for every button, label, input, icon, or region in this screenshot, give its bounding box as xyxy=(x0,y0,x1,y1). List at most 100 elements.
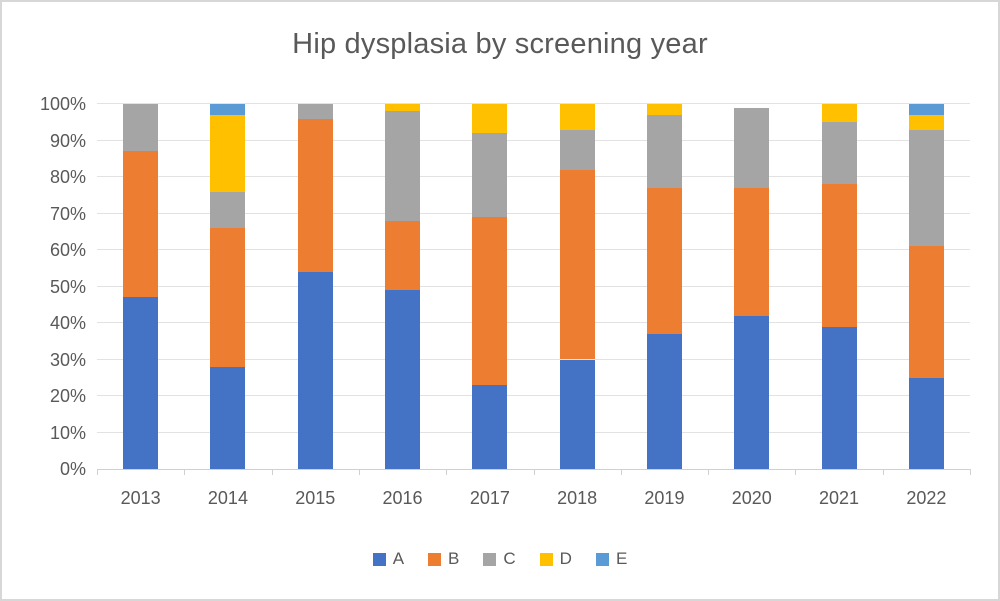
y-tick-label-90: 90% xyxy=(49,130,86,151)
x-category-label-2017: 2017 xyxy=(469,488,510,508)
bar-segment-2014-E xyxy=(210,104,245,115)
bar-segment-2022-A xyxy=(909,377,944,469)
legend-swatch-D xyxy=(539,552,553,566)
legend-label-A: A xyxy=(392,549,405,568)
legend-swatch-A xyxy=(372,552,386,566)
gridline-20 xyxy=(97,395,970,396)
legend-label-D: D xyxy=(559,549,572,568)
axis-tick xyxy=(97,469,98,475)
bar-segment-2022-B xyxy=(909,246,944,378)
bar-segment-2020-B xyxy=(734,187,769,316)
bar-segment-2017-D xyxy=(472,104,507,134)
axis-tick xyxy=(359,469,360,475)
legend-item-D: D xyxy=(539,549,572,569)
axis-tick xyxy=(272,469,273,475)
legend-item-B: B xyxy=(428,549,459,569)
bar-segment-2018-A xyxy=(560,359,595,469)
y-tick-label-60: 60% xyxy=(49,240,86,260)
y-tick-label-0: 0% xyxy=(59,459,86,479)
y-tick-label-80: 80% xyxy=(49,167,86,187)
bar-segment-2015-C xyxy=(298,104,333,119)
bar-segment-2021-B xyxy=(822,184,857,327)
bar-segment-2019-B xyxy=(647,187,682,334)
x-category-label-2021: 2021 xyxy=(819,488,860,508)
legend-swatch-B xyxy=(428,552,442,566)
y-tick-label-10: 10% xyxy=(49,422,86,443)
bar-segment-2018-B xyxy=(560,169,595,360)
axis-tick xyxy=(446,469,447,475)
y-tick-label-100: 100% xyxy=(39,94,86,114)
bar-segment-2015-A xyxy=(298,271,333,469)
bar-segment-2015-B xyxy=(298,118,333,272)
x-category-label-2015: 2015 xyxy=(295,488,336,508)
legend: A B C D E xyxy=(2,549,998,569)
gridline-90 xyxy=(97,139,970,141)
bar-segment-2022-D xyxy=(909,114,944,130)
axis-tick xyxy=(534,469,535,475)
bar-segment-2022-E xyxy=(909,104,944,115)
axis-tick xyxy=(184,469,185,475)
y-tick-label-20: 20% xyxy=(49,386,86,406)
x-category-label-2018: 2018 xyxy=(557,488,598,508)
x-category-label-2020: 2020 xyxy=(731,488,772,508)
gridline-60 xyxy=(97,249,970,250)
bar-segment-2017-B xyxy=(472,217,507,386)
bar-segment-2016-C xyxy=(385,111,420,221)
gridline-10 xyxy=(97,431,970,433)
x-category-label-2014: 2014 xyxy=(207,488,248,508)
y-tick-label-70: 70% xyxy=(49,203,86,224)
y-tick-label-50: 50% xyxy=(49,276,86,297)
gridline-40 xyxy=(97,322,970,323)
gridline-30 xyxy=(97,358,970,360)
axis-tick xyxy=(883,469,884,475)
bar-segment-2014-C xyxy=(210,191,245,229)
plot-area xyxy=(97,103,971,475)
bar-segment-2014-B xyxy=(210,228,245,367)
bar-segment-2013-B xyxy=(123,151,158,298)
axis-tick xyxy=(621,469,622,475)
x-category-label-2016: 2016 xyxy=(382,488,423,508)
legend-swatch-C xyxy=(483,552,497,566)
bar-segment-2019-D xyxy=(647,104,682,115)
bar-segment-2016-B xyxy=(385,220,420,291)
bar-segment-2018-C xyxy=(560,129,595,170)
y-tick-label-30: 30% xyxy=(49,349,86,370)
axis-tick xyxy=(708,469,709,475)
bar-segment-2017-C xyxy=(472,133,507,218)
x-category-label-2019: 2019 xyxy=(644,488,685,508)
gridline-100 xyxy=(97,103,970,104)
bar-segment-2020-A xyxy=(734,315,769,469)
bar-segment-2021-C xyxy=(822,122,857,185)
axis-tick xyxy=(970,469,971,475)
y-tick-label-40: 40% xyxy=(49,313,86,333)
bar-segment-2016-D xyxy=(385,104,420,112)
bar-segment-2021-D xyxy=(822,104,857,123)
chart-title: Hip dysplasia by screening year xyxy=(292,28,708,60)
bar-segment-2019-C xyxy=(647,114,682,188)
x-category-label-2013: 2013 xyxy=(120,488,161,508)
legend-item-A: A xyxy=(372,549,405,569)
x-category-label-2022: 2022 xyxy=(906,488,947,508)
bar-segment-2020-C xyxy=(734,107,769,188)
legend-label-E: E xyxy=(615,549,628,568)
bar-segment-2017-A xyxy=(472,385,507,469)
bar-segment-2021-A xyxy=(822,326,857,469)
gridline-80 xyxy=(97,176,970,177)
bar-segment-2022-C xyxy=(909,129,944,247)
bar-segment-2013-A xyxy=(123,297,158,469)
legend-item-C: C xyxy=(483,549,516,569)
x-axis-line xyxy=(97,469,970,470)
legend-label-C: C xyxy=(503,549,516,568)
bar-segment-2019-A xyxy=(647,333,682,469)
bar-segment-2016-A xyxy=(385,290,420,469)
bar-segment-2014-A xyxy=(210,366,245,469)
legend-swatch-E xyxy=(595,552,609,566)
gridline-50 xyxy=(97,285,970,287)
axis-tick xyxy=(795,469,796,475)
legend-label-B: B xyxy=(448,549,460,568)
bar-segment-2013-C xyxy=(123,104,158,152)
bar-segment-2014-D xyxy=(210,114,245,192)
bar-segment-2018-D xyxy=(560,104,595,130)
gridline-70 xyxy=(97,212,970,214)
